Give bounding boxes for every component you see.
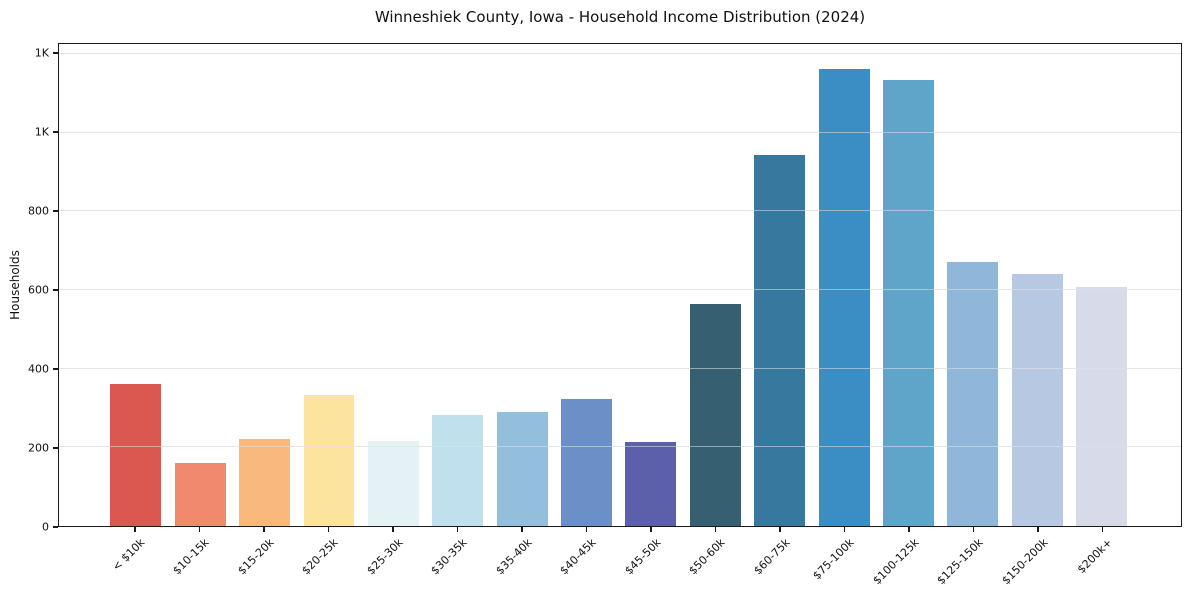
plot-area: [58, 43, 1182, 527]
gridline-overlay-600: [59, 288, 1181, 290]
y-tick-mark: [53, 526, 58, 528]
x-tick-mark: [456, 527, 459, 532]
y-tick-label: 600: [28, 283, 49, 297]
x-tick-label: $20-25k: [299, 536, 341, 578]
x-tick-mark: [585, 527, 588, 532]
bar-$50-60k: [689, 303, 741, 526]
gridline-overlay-1200: [59, 52, 1181, 54]
x-tick-label: $40-45k: [557, 536, 599, 578]
x-tick-mark: [521, 527, 523, 532]
gridline-overlay-1000: [59, 131, 1181, 133]
x-tick-mark: [908, 527, 910, 532]
x-tick-label: $35-40k: [492, 536, 535, 578]
x-tick-mark: [972, 527, 975, 532]
x-tick-mark: [1037, 527, 1039, 532]
x-tick-label: $60-75k: [750, 536, 793, 578]
bar-$35-40k: [496, 412, 548, 526]
x-tick-mark: [843, 527, 846, 532]
bar-$30-35k: [432, 414, 484, 526]
x-tick-mark: [714, 527, 717, 532]
x-tick-mark: [392, 527, 394, 532]
x-tick-label: $45-50k: [621, 536, 664, 578]
gridline-overlay-800: [59, 210, 1181, 212]
x-tick-label: $25-30k: [363, 536, 406, 578]
y-tick-label: 1K: [34, 46, 49, 60]
x-tick-mark: [134, 527, 136, 532]
x-tick-label: $50-60k: [686, 536, 728, 578]
y-tick-label: 800: [28, 204, 49, 218]
y-tick-mark: [53, 289, 58, 291]
y-tick-label: 1K: [34, 125, 49, 139]
x-tick-label: $15-20k: [234, 536, 277, 578]
x-tick-mark: [198, 527, 201, 532]
x-tick-label: $200k+: [1074, 536, 1115, 577]
x-tick-label: $125-150k: [934, 536, 986, 588]
bar-$10-15k: [174, 463, 226, 526]
bar-$40-45k: [561, 398, 612, 526]
x-tick-mark: [327, 527, 330, 532]
x-tick-label: $100-125k: [869, 536, 922, 588]
bar-$125-150k: [947, 261, 999, 526]
y-axis-label: Households: [8, 250, 22, 320]
y-tick-mark: [53, 210, 58, 212]
x-tick-label: $10-15k: [170, 536, 212, 578]
bar-$20-25k: [303, 395, 355, 526]
y-tick-mark: [53, 368, 58, 370]
x-tick-label: < $10k: [109, 536, 148, 574]
chart-title: Winneshiek County, Iowa - Household Inco…: [374, 8, 866, 26]
x-tick-label: $75-100k: [810, 536, 857, 583]
x-tick-label: $30-35k: [428, 536, 470, 578]
y-tick-label: 400: [28, 362, 49, 376]
x-tick-mark: [263, 527, 265, 532]
bar-$100-125k: [882, 79, 934, 526]
y-tick-label: 0: [42, 520, 49, 534]
bar-$200k+: [1076, 287, 1128, 526]
bar-$75-100k: [818, 69, 870, 526]
bar-$45-50k: [625, 441, 677, 526]
y-tick-label: 200: [28, 441, 49, 455]
bar-$15-20k: [239, 439, 291, 526]
x-tick-label: $150-200k: [998, 536, 1051, 588]
x-tick-mark: [650, 527, 652, 532]
bar-$25-30k: [367, 441, 419, 526]
x-tick-mark: [1101, 527, 1104, 532]
y-tick-mark: [53, 447, 58, 449]
gridline-overlay-400: [59, 367, 1181, 369]
y-tick-mark: [53, 52, 58, 54]
x-tick-mark: [779, 527, 781, 532]
y-tick-mark: [53, 131, 58, 133]
gridline-overlay-200: [59, 446, 1181, 448]
bar-$150-200k: [1011, 273, 1063, 526]
bar-$60-75k: [754, 154, 806, 526]
bar-< $10k: [110, 384, 162, 526]
